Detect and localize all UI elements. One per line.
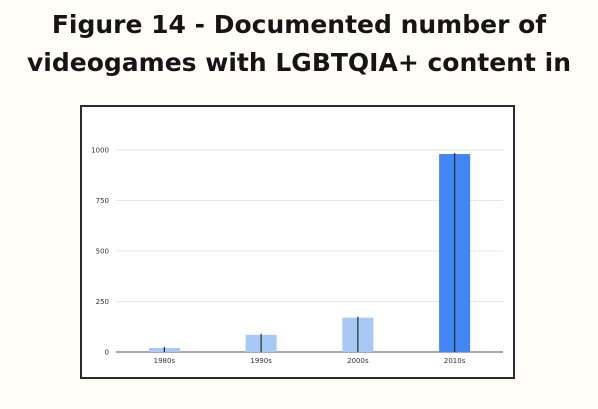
x-tick-label-1980s: 1980s xyxy=(154,357,176,365)
y-tick-label-250: 250 xyxy=(96,298,109,306)
x-axis-tick-labels: 1980s 1990s 2000s 2010s xyxy=(154,357,466,365)
y-tick-label-1000: 1000 xyxy=(91,147,109,155)
y-axis-tick-labels: 0 250 500 750 1000 xyxy=(91,147,109,357)
grid-lines xyxy=(116,149,503,353)
chart-frame: 0 250 500 750 1000 1980s 1990s 2000s 2010s xyxy=(80,105,515,379)
bars xyxy=(148,153,471,352)
bar-chart: 0 250 500 750 1000 1980s 1990s 2000s 2010s xyxy=(91,147,503,365)
x-tick-label-1990s: 1990s xyxy=(250,357,272,365)
y-tick-label-750: 750 xyxy=(96,197,109,205)
chart-title-line-2: videogames with LGBTQIA+ content in xyxy=(27,48,571,77)
y-tick-label-500: 500 xyxy=(96,248,109,256)
chart-title: Figure 14 - Documented number of videoga… xyxy=(0,6,598,82)
x-tick-label-2000s: 2000s xyxy=(347,357,369,365)
y-tick-label-0: 0 xyxy=(105,349,109,357)
chart-title-line-1: Figure 14 - Documented number of xyxy=(51,10,547,39)
x-tick-label-2010s: 2010s xyxy=(444,357,466,365)
